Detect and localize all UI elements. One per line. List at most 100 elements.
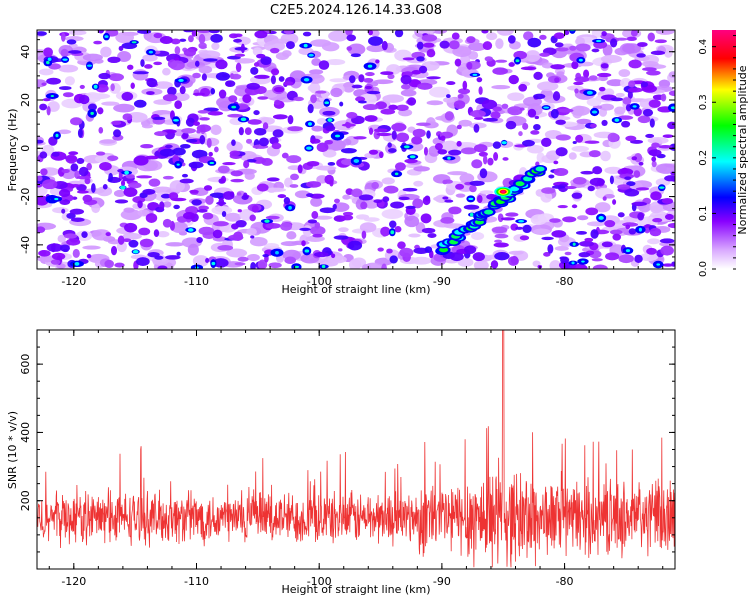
heatmap-cell xyxy=(426,49,436,58)
heatmap-cell xyxy=(404,215,420,228)
heatmap-cell xyxy=(459,173,475,184)
heatmap-cell xyxy=(416,122,431,126)
heatmap-cell xyxy=(246,82,261,90)
heatmap-cell xyxy=(253,62,260,67)
heatmap-cell xyxy=(347,240,363,251)
heatmap-cell xyxy=(536,81,559,92)
heatmap-cell xyxy=(655,163,675,174)
heatmap-cell xyxy=(192,92,206,96)
heatmap-cell xyxy=(426,130,431,139)
heatmap-cell xyxy=(250,67,259,75)
colorbar-gradient xyxy=(712,30,736,269)
heatmap-cell xyxy=(257,96,269,100)
heatmap-cell xyxy=(508,74,519,85)
heatmap-cell xyxy=(505,212,519,217)
heatmap-cell xyxy=(104,259,114,269)
heatmap-cell xyxy=(421,34,438,42)
heatmap-cell xyxy=(188,35,194,43)
heatmap-cell xyxy=(539,34,547,40)
ridge-mark xyxy=(510,186,520,192)
heatmap-cell xyxy=(196,129,201,134)
heatmap-cell xyxy=(205,195,214,205)
heatmap-cell xyxy=(270,68,280,76)
heatmap-cell xyxy=(235,62,242,73)
colorbar-tick-label: 0.3 xyxy=(698,94,709,110)
heatmap-cell xyxy=(313,251,329,258)
heatmap-cell xyxy=(391,123,407,132)
heatmap-cell xyxy=(416,41,424,50)
heatmap-cell xyxy=(650,50,666,56)
heatmap-cell xyxy=(472,252,485,262)
heatmap-cell xyxy=(206,138,212,148)
heatmap-cell xyxy=(501,103,509,109)
heatmap-cell xyxy=(388,104,398,111)
heatmap-cell xyxy=(51,252,66,261)
y-tick-label: -20 xyxy=(19,188,32,206)
heatmap-cell xyxy=(98,126,104,134)
heatmap-cell xyxy=(108,172,114,183)
heatmap-cell xyxy=(625,249,631,253)
heatmap-cell xyxy=(387,73,395,80)
heatmap-cell xyxy=(179,86,186,95)
heatmap-cell xyxy=(234,262,246,266)
heatmap-cell xyxy=(70,217,85,222)
heatmap-cell xyxy=(481,30,489,34)
heatmap-cell xyxy=(645,133,655,138)
heatmap-cell xyxy=(418,65,428,74)
heatmap-cell xyxy=(493,152,499,161)
heatmap-cell xyxy=(229,150,241,157)
heatmap-cell xyxy=(502,157,509,161)
heatmap-cell xyxy=(476,77,483,83)
heatmap-cell xyxy=(507,256,519,266)
heatmap-cell xyxy=(208,30,220,34)
heatmap-cell xyxy=(508,250,524,255)
heatmap-cell xyxy=(240,117,247,122)
snr-series-line xyxy=(37,330,675,568)
heatmap-cell xyxy=(596,39,602,43)
heatmap-cell xyxy=(172,92,190,102)
heatmap-cell xyxy=(395,104,409,111)
heatmap-cell xyxy=(105,232,111,237)
heatmap-y-axis: -40 -20 0 20 40 xyxy=(19,39,675,270)
heatmap-cell xyxy=(559,256,567,260)
heatmap-cell xyxy=(530,130,540,135)
heatmap-cell xyxy=(347,43,366,56)
heatmap-cell xyxy=(584,140,600,144)
heatmap-cell xyxy=(478,151,488,157)
heatmap-cell xyxy=(246,138,253,144)
heatmap-cell xyxy=(421,227,436,234)
heatmap-cell xyxy=(491,84,511,90)
heatmap-cell xyxy=(368,30,373,36)
heatmap-cell xyxy=(440,216,455,224)
heatmap-cell xyxy=(548,174,555,179)
heatmap-cell xyxy=(571,192,583,199)
heatmap-cell xyxy=(264,242,280,249)
heatmap-cell xyxy=(39,151,48,159)
heatmap-cell xyxy=(181,127,196,134)
heatmap-cell xyxy=(187,228,194,232)
heatmap-cell xyxy=(412,198,424,209)
heatmap-cell xyxy=(256,183,269,192)
heatmap-cell xyxy=(592,264,608,269)
heatmap-cell xyxy=(62,92,74,98)
heatmap-cell xyxy=(137,200,143,209)
heatmap-cell xyxy=(147,251,160,258)
heatmap-cell xyxy=(426,117,436,128)
heatmap-cell xyxy=(367,64,373,68)
heatmap-cell xyxy=(259,117,275,125)
heatmap-cell xyxy=(37,31,47,36)
heatmap-cell xyxy=(402,57,415,61)
heatmap-cell xyxy=(234,58,255,64)
heatmap-cell xyxy=(133,99,147,108)
heatmap-cell xyxy=(550,64,565,70)
heatmap-cell xyxy=(605,252,620,261)
heatmap-cell xyxy=(615,37,628,41)
heatmap-cell xyxy=(98,72,111,80)
heatmap-cell xyxy=(198,34,206,44)
heatmap-cell xyxy=(423,42,435,48)
heatmap-cell xyxy=(502,177,514,188)
heatmap-cell xyxy=(42,179,58,190)
heatmap-cell xyxy=(212,258,229,268)
heatmap-cell xyxy=(68,50,82,54)
heatmap-cell xyxy=(444,111,454,121)
